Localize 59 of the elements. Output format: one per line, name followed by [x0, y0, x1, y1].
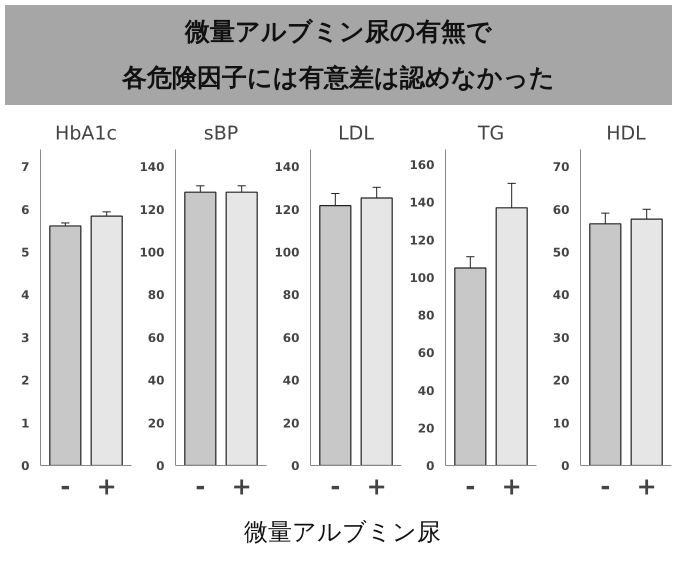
x-tick-label: -	[60, 472, 70, 500]
chart-title: LDL	[338, 122, 374, 144]
y-tick-label: 100	[139, 245, 165, 260]
x-tick-label: +	[366, 472, 387, 500]
y-tick-label: 120	[139, 202, 165, 217]
y-tick-label: 0	[561, 459, 570, 473]
x-axis-title: 微量アルブミン尿	[244, 517, 441, 548]
y-tick-label: 60	[148, 330, 165, 345]
y-tick-label: 40	[148, 374, 165, 388]
chart-title: sBP	[204, 122, 238, 144]
y-tick-label: 140	[139, 160, 165, 174]
y-tick-label: 140	[409, 196, 435, 210]
y-tick-label: 2	[21, 374, 30, 388]
y-tick-label: 60	[552, 202, 570, 217]
x-tick-label: +	[636, 472, 657, 500]
y-tick-label: 40	[418, 384, 435, 398]
x-tick-label: -	[600, 472, 610, 500]
text: 微量アルブミン尿の有無で	[185, 17, 492, 46]
y-tick-label: 80	[148, 288, 165, 302]
y-tick-label: 20	[148, 416, 165, 430]
y-tick-label: 20	[418, 421, 435, 436]
x-tick-label: +	[232, 472, 252, 500]
y-tick-label: 120	[409, 233, 435, 248]
chart-title: TG	[476, 122, 504, 144]
y-tick-label: 80	[282, 288, 300, 302]
y-tick-label: 140	[274, 160, 300, 174]
x-tick-label: -	[465, 472, 476, 500]
y-tick-label: 30	[552, 330, 570, 345]
y-tick-label: 4	[21, 288, 30, 302]
y-tick-label: 20	[282, 416, 300, 430]
y-tick-label: 20	[552, 374, 570, 388]
y-tick-label: 3	[21, 330, 30, 345]
y-tick-label: 70	[552, 160, 570, 174]
y-tick-label: 5	[21, 245, 30, 260]
y-tick-label: 0	[426, 459, 435, 473]
y-tick-label: 60	[418, 346, 435, 360]
x-tick-label: +	[502, 472, 522, 500]
y-tick-label: 120	[274, 202, 300, 217]
y-tick-label: 10	[552, 416, 570, 430]
chart-title: HbA1c	[55, 122, 117, 144]
y-tick-label: 1	[21, 416, 30, 430]
y-tick-label: 40	[282, 374, 300, 388]
y-tick-label: 100	[409, 270, 435, 285]
y-tick-label: 0	[156, 459, 165, 473]
y-tick-label: 40	[552, 288, 570, 302]
y-tick-label: 160	[409, 158, 435, 172]
y-tick-label: 100	[274, 245, 300, 260]
x-tick-label: -	[195, 472, 206, 500]
y-tick-label: 0	[291, 459, 300, 473]
y-tick-label: 7	[21, 160, 30, 174]
y-tick-label: 0	[21, 459, 30, 473]
y-tick-label: 50	[552, 245, 570, 260]
chart-title: HDL	[606, 122, 646, 144]
text: 各危険因子には有意差は認めなかった	[122, 63, 555, 92]
y-tick-label: 60	[282, 330, 300, 345]
x-tick-label: +	[96, 472, 117, 500]
y-tick-label: 80	[418, 308, 435, 323]
y-tick-label: 6	[21, 202, 30, 217]
x-tick-label: -	[330, 472, 340, 500]
